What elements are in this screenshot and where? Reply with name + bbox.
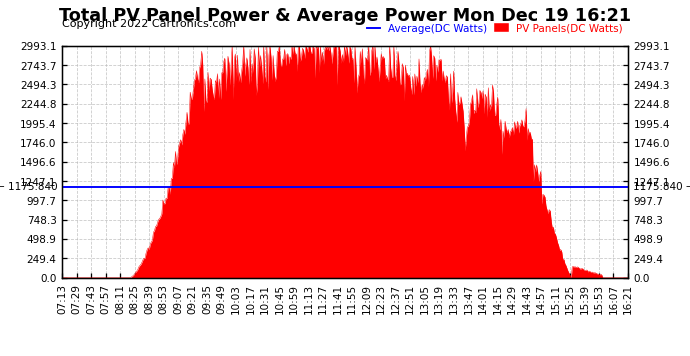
- Text: Copyright 2022 Cartronics.com: Copyright 2022 Cartronics.com: [62, 19, 236, 28]
- Text: ← 1175.840: ← 1175.840: [0, 182, 57, 192]
- Text: Total PV Panel Power & Average Power Mon Dec 19 16:21: Total PV Panel Power & Average Power Mon…: [59, 7, 631, 25]
- Legend: Average(DC Watts), PV Panels(DC Watts): Average(DC Watts), PV Panels(DC Watts): [367, 24, 622, 34]
- Text: 1175.840 →: 1175.840 →: [633, 182, 690, 192]
